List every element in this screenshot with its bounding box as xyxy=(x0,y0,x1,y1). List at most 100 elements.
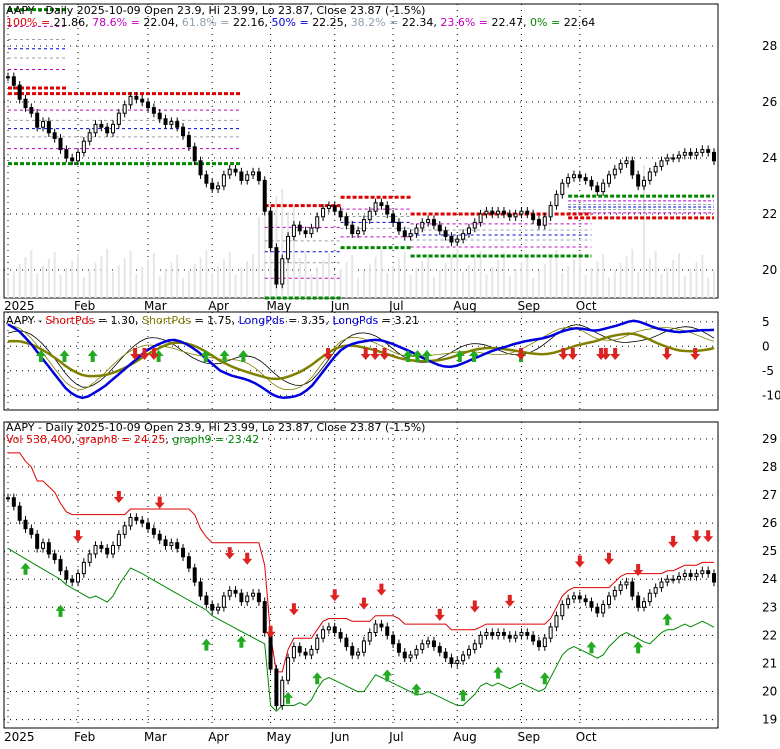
volume-bar xyxy=(467,265,470,298)
legend-part: 0% xyxy=(530,16,547,29)
price-candle xyxy=(309,227,314,235)
price-candle xyxy=(321,629,326,639)
down-arrow xyxy=(690,348,701,360)
price-candle xyxy=(636,595,641,608)
price-candle xyxy=(379,202,384,207)
fib-xtick: Jun xyxy=(330,299,350,313)
sell-arrow xyxy=(73,530,84,543)
price-candle xyxy=(583,598,588,603)
volume-bar xyxy=(106,249,109,298)
price-candle xyxy=(46,542,51,555)
sell-arrow xyxy=(242,552,253,565)
price-candle xyxy=(251,592,256,597)
price-candle xyxy=(134,95,139,100)
price-candle xyxy=(76,151,81,162)
sell-arrow xyxy=(329,589,340,602)
volume-bar xyxy=(403,252,406,298)
volume-bar xyxy=(141,267,144,298)
price-candle xyxy=(64,570,69,580)
price-candle xyxy=(122,525,127,535)
price-candle xyxy=(204,595,209,605)
price-candle xyxy=(186,135,191,148)
down-arrow xyxy=(558,348,569,360)
price-candle xyxy=(297,224,302,232)
buy-arrow xyxy=(201,638,212,651)
price-candle xyxy=(606,174,611,184)
volume-bar xyxy=(479,251,482,298)
volume-bar xyxy=(543,264,546,298)
volume-bar xyxy=(351,255,354,298)
buy-arrow xyxy=(236,635,247,648)
price-candle xyxy=(548,205,553,218)
volume-bar xyxy=(392,266,395,298)
indicator-ytick: 0 xyxy=(762,339,770,353)
indicator-panel: 5 0 -5 -10 AAPY - ShortPds = 1.30, ShortPds… xyxy=(3,311,780,411)
buy-arrow xyxy=(55,604,66,617)
volume-bar xyxy=(683,276,686,298)
fib-xtick: Jul xyxy=(388,299,403,313)
price-candle xyxy=(268,632,273,670)
price-candle xyxy=(274,247,279,285)
volume-bar xyxy=(12,271,15,298)
down-arrow xyxy=(379,348,390,360)
sell-arrow xyxy=(376,583,387,596)
price-candle xyxy=(367,210,372,221)
volume-bar xyxy=(65,268,68,298)
fib-xtick: May xyxy=(267,299,292,313)
volume-bar xyxy=(164,269,167,298)
price-candle xyxy=(659,581,664,589)
price-candle xyxy=(443,651,448,659)
price-candle xyxy=(536,640,541,648)
buy-arrow xyxy=(539,672,550,685)
price-candle xyxy=(128,95,133,106)
price-candle xyxy=(630,581,635,597)
volume-bar xyxy=(112,272,115,298)
volume-bar xyxy=(18,264,21,298)
price-candle xyxy=(472,221,477,229)
up-arrow xyxy=(200,350,211,362)
price-candle xyxy=(251,171,256,176)
price-candle xyxy=(712,573,716,583)
price-candle xyxy=(647,171,652,181)
price-candle xyxy=(396,643,401,653)
price-candle xyxy=(373,623,378,634)
buy-arrow xyxy=(20,562,31,575)
price-candle xyxy=(595,606,600,614)
volume-bar xyxy=(427,254,430,298)
volume-bar xyxy=(607,277,610,298)
price-candle xyxy=(531,213,536,221)
volume-bar xyxy=(374,257,377,298)
price-candle xyxy=(566,177,571,184)
price-candle xyxy=(111,545,116,555)
price-candle xyxy=(297,646,302,653)
volume-bar xyxy=(263,210,266,298)
legend-part: 23.6% xyxy=(440,16,475,29)
fib-xtick: 2025 xyxy=(4,299,35,313)
price-candle xyxy=(11,76,16,86)
price-candle xyxy=(490,632,495,636)
up-arrow xyxy=(219,350,230,362)
price-candle xyxy=(181,126,186,137)
price-candle xyxy=(151,107,156,114)
volume-bar xyxy=(7,278,9,298)
price-candle xyxy=(618,584,623,591)
price-candle xyxy=(665,578,670,583)
price-candle xyxy=(239,171,244,181)
volume-bar xyxy=(491,267,494,298)
sell-arrow xyxy=(358,597,369,610)
price-candle xyxy=(367,632,372,642)
price-candle xyxy=(641,601,646,608)
price-candle xyxy=(87,553,92,563)
legend-part: graph8 = 24.25 xyxy=(78,433,165,446)
price-candle xyxy=(93,123,98,134)
price-candle xyxy=(157,112,162,120)
price-candle xyxy=(35,533,40,549)
price-candle xyxy=(332,626,337,634)
volume-bar xyxy=(53,252,56,298)
price-candle xyxy=(414,648,419,656)
legend-part: 22.34 xyxy=(402,16,434,29)
price-candle xyxy=(227,168,232,176)
legend-part: 21.86 xyxy=(54,16,86,29)
price-xtick: Jun xyxy=(330,730,350,744)
price-candle xyxy=(484,210,489,215)
